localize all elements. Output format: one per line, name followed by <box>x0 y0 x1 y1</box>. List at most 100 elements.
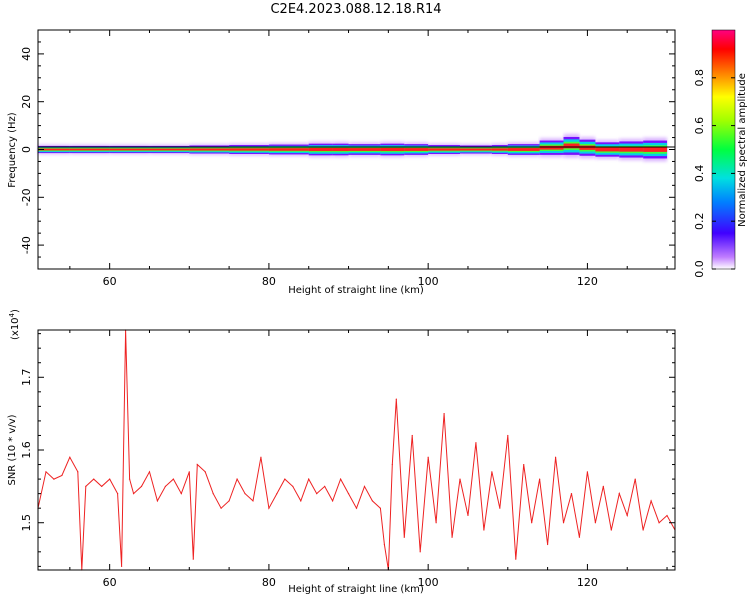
snr-point <box>61 474 63 477</box>
snr-point <box>332 500 334 502</box>
snr-point <box>547 543 549 546</box>
colorbar-tick-label: 0.8 <box>693 69 706 87</box>
heatmap-cell <box>643 147 668 152</box>
heatmap-y-axis-title: Frequency (Hz) <box>7 112 18 188</box>
snr-point <box>562 522 565 524</box>
snr-point <box>236 478 238 480</box>
heatmap-band <box>38 133 668 162</box>
snr-point <box>666 514 668 517</box>
snr-point <box>292 485 294 487</box>
snr-point <box>228 500 230 502</box>
snr-series <box>37 329 676 571</box>
snr-point <box>252 500 254 502</box>
x-tick-label: 100 <box>418 576 439 589</box>
y-tick-label: -20 <box>20 188 33 206</box>
heatmap-cell <box>539 145 564 150</box>
snr-point <box>324 485 326 487</box>
snr-point <box>53 478 55 480</box>
heatmap-cell <box>380 147 405 152</box>
x-tick-label: 120 <box>577 576 598 589</box>
heatmap-cell <box>619 147 644 152</box>
line-x-axis: 60 80 100 120 <box>69 330 668 589</box>
y-tick-label: 1.7 <box>20 369 33 387</box>
snr-point <box>395 398 397 400</box>
snr-point <box>140 485 143 487</box>
snr-point <box>658 522 660 524</box>
snr-point <box>117 493 119 495</box>
colorbar-gradient <box>711 29 736 270</box>
snr-point <box>355 507 358 509</box>
snr-point <box>483 529 485 531</box>
heatmap-cell <box>189 148 230 151</box>
colorbar: 0.0 0.2 0.4 0.6 0.8 Normalized spectral ampl… <box>693 29 748 278</box>
line-y-axis-title: SNR (10 * v/v) <box>7 414 18 485</box>
snr-point <box>523 463 525 466</box>
x-tick-label: 60 <box>103 576 117 589</box>
snr-point <box>260 456 262 458</box>
snr-point <box>121 565 123 567</box>
y-tick-label: 20 <box>20 95 33 109</box>
snr-point <box>634 478 636 480</box>
x-tick-label: 120 <box>577 275 598 288</box>
snr-point <box>69 456 71 458</box>
snr-point <box>363 485 366 487</box>
heatmap-cell <box>507 148 540 151</box>
snr-point <box>128 478 131 480</box>
snr-point <box>539 478 541 480</box>
y-tick-label: 0 <box>20 146 33 153</box>
y-tick-label: 1.5 <box>20 514 33 532</box>
snr-point <box>435 522 437 524</box>
snr-point <box>339 478 342 480</box>
heatmap-cell <box>268 148 309 151</box>
heatmap-cell <box>404 148 429 151</box>
heatmap-cell <box>595 147 620 152</box>
snr-panel: 60 80 100 120 1.5 1.6 1.7 Height of straight … <box>7 309 676 595</box>
snr-point <box>77 471 79 473</box>
snr-point <box>507 434 509 437</box>
heatmap-cell <box>579 145 596 150</box>
snr-point <box>188 471 190 473</box>
heatmap-cell <box>428 148 461 151</box>
y-tick-label: 40 <box>20 47 33 61</box>
snr-point <box>459 478 461 480</box>
snr-point <box>45 471 47 473</box>
heatmap-cell <box>38 148 70 151</box>
snr-point <box>212 493 214 495</box>
heatmap-cell <box>332 147 349 152</box>
heatmap-cell <box>149 148 190 151</box>
snr-point <box>594 522 596 524</box>
snr-point <box>316 493 318 495</box>
colorbar-tick-label: 0.6 <box>693 117 706 135</box>
heatmap-x-axis: 60 80 100 120 <box>69 30 668 288</box>
snr-point <box>499 507 501 509</box>
snr-point <box>610 529 612 531</box>
snr-point <box>192 558 194 560</box>
spectrogram-panel: 60 80 100 120 -40 -20 0 20 40 Height of straigh… <box>7 29 676 296</box>
snr-point <box>626 514 628 517</box>
snr-point <box>451 536 453 538</box>
snr-point <box>347 493 350 495</box>
colorbar-tick-label: 0.0 <box>693 260 706 278</box>
y-multiplier-label: (x104) <box>8 309 21 340</box>
snr-point <box>618 493 620 495</box>
snr-point <box>467 514 469 517</box>
heatmap-cell <box>460 148 492 151</box>
y-tick-label: -40 <box>20 236 33 254</box>
snr-point <box>403 536 405 538</box>
snr-point <box>156 500 159 502</box>
x-tick-label: 80 <box>262 275 276 288</box>
snr-point <box>570 493 573 495</box>
colorbar-tick-label: 0.2 <box>693 212 706 230</box>
snr-point <box>491 471 493 473</box>
snr-point <box>85 485 87 487</box>
snr-point <box>101 485 103 487</box>
snr-point <box>196 463 198 466</box>
snr-point <box>427 456 429 458</box>
snr-point <box>244 493 246 495</box>
snr-point <box>180 493 182 495</box>
snr-point <box>515 558 517 560</box>
snr-point <box>475 442 477 444</box>
x-tick-label: 100 <box>418 275 439 288</box>
snr-point <box>109 478 111 480</box>
heatmap-cell <box>348 148 381 151</box>
